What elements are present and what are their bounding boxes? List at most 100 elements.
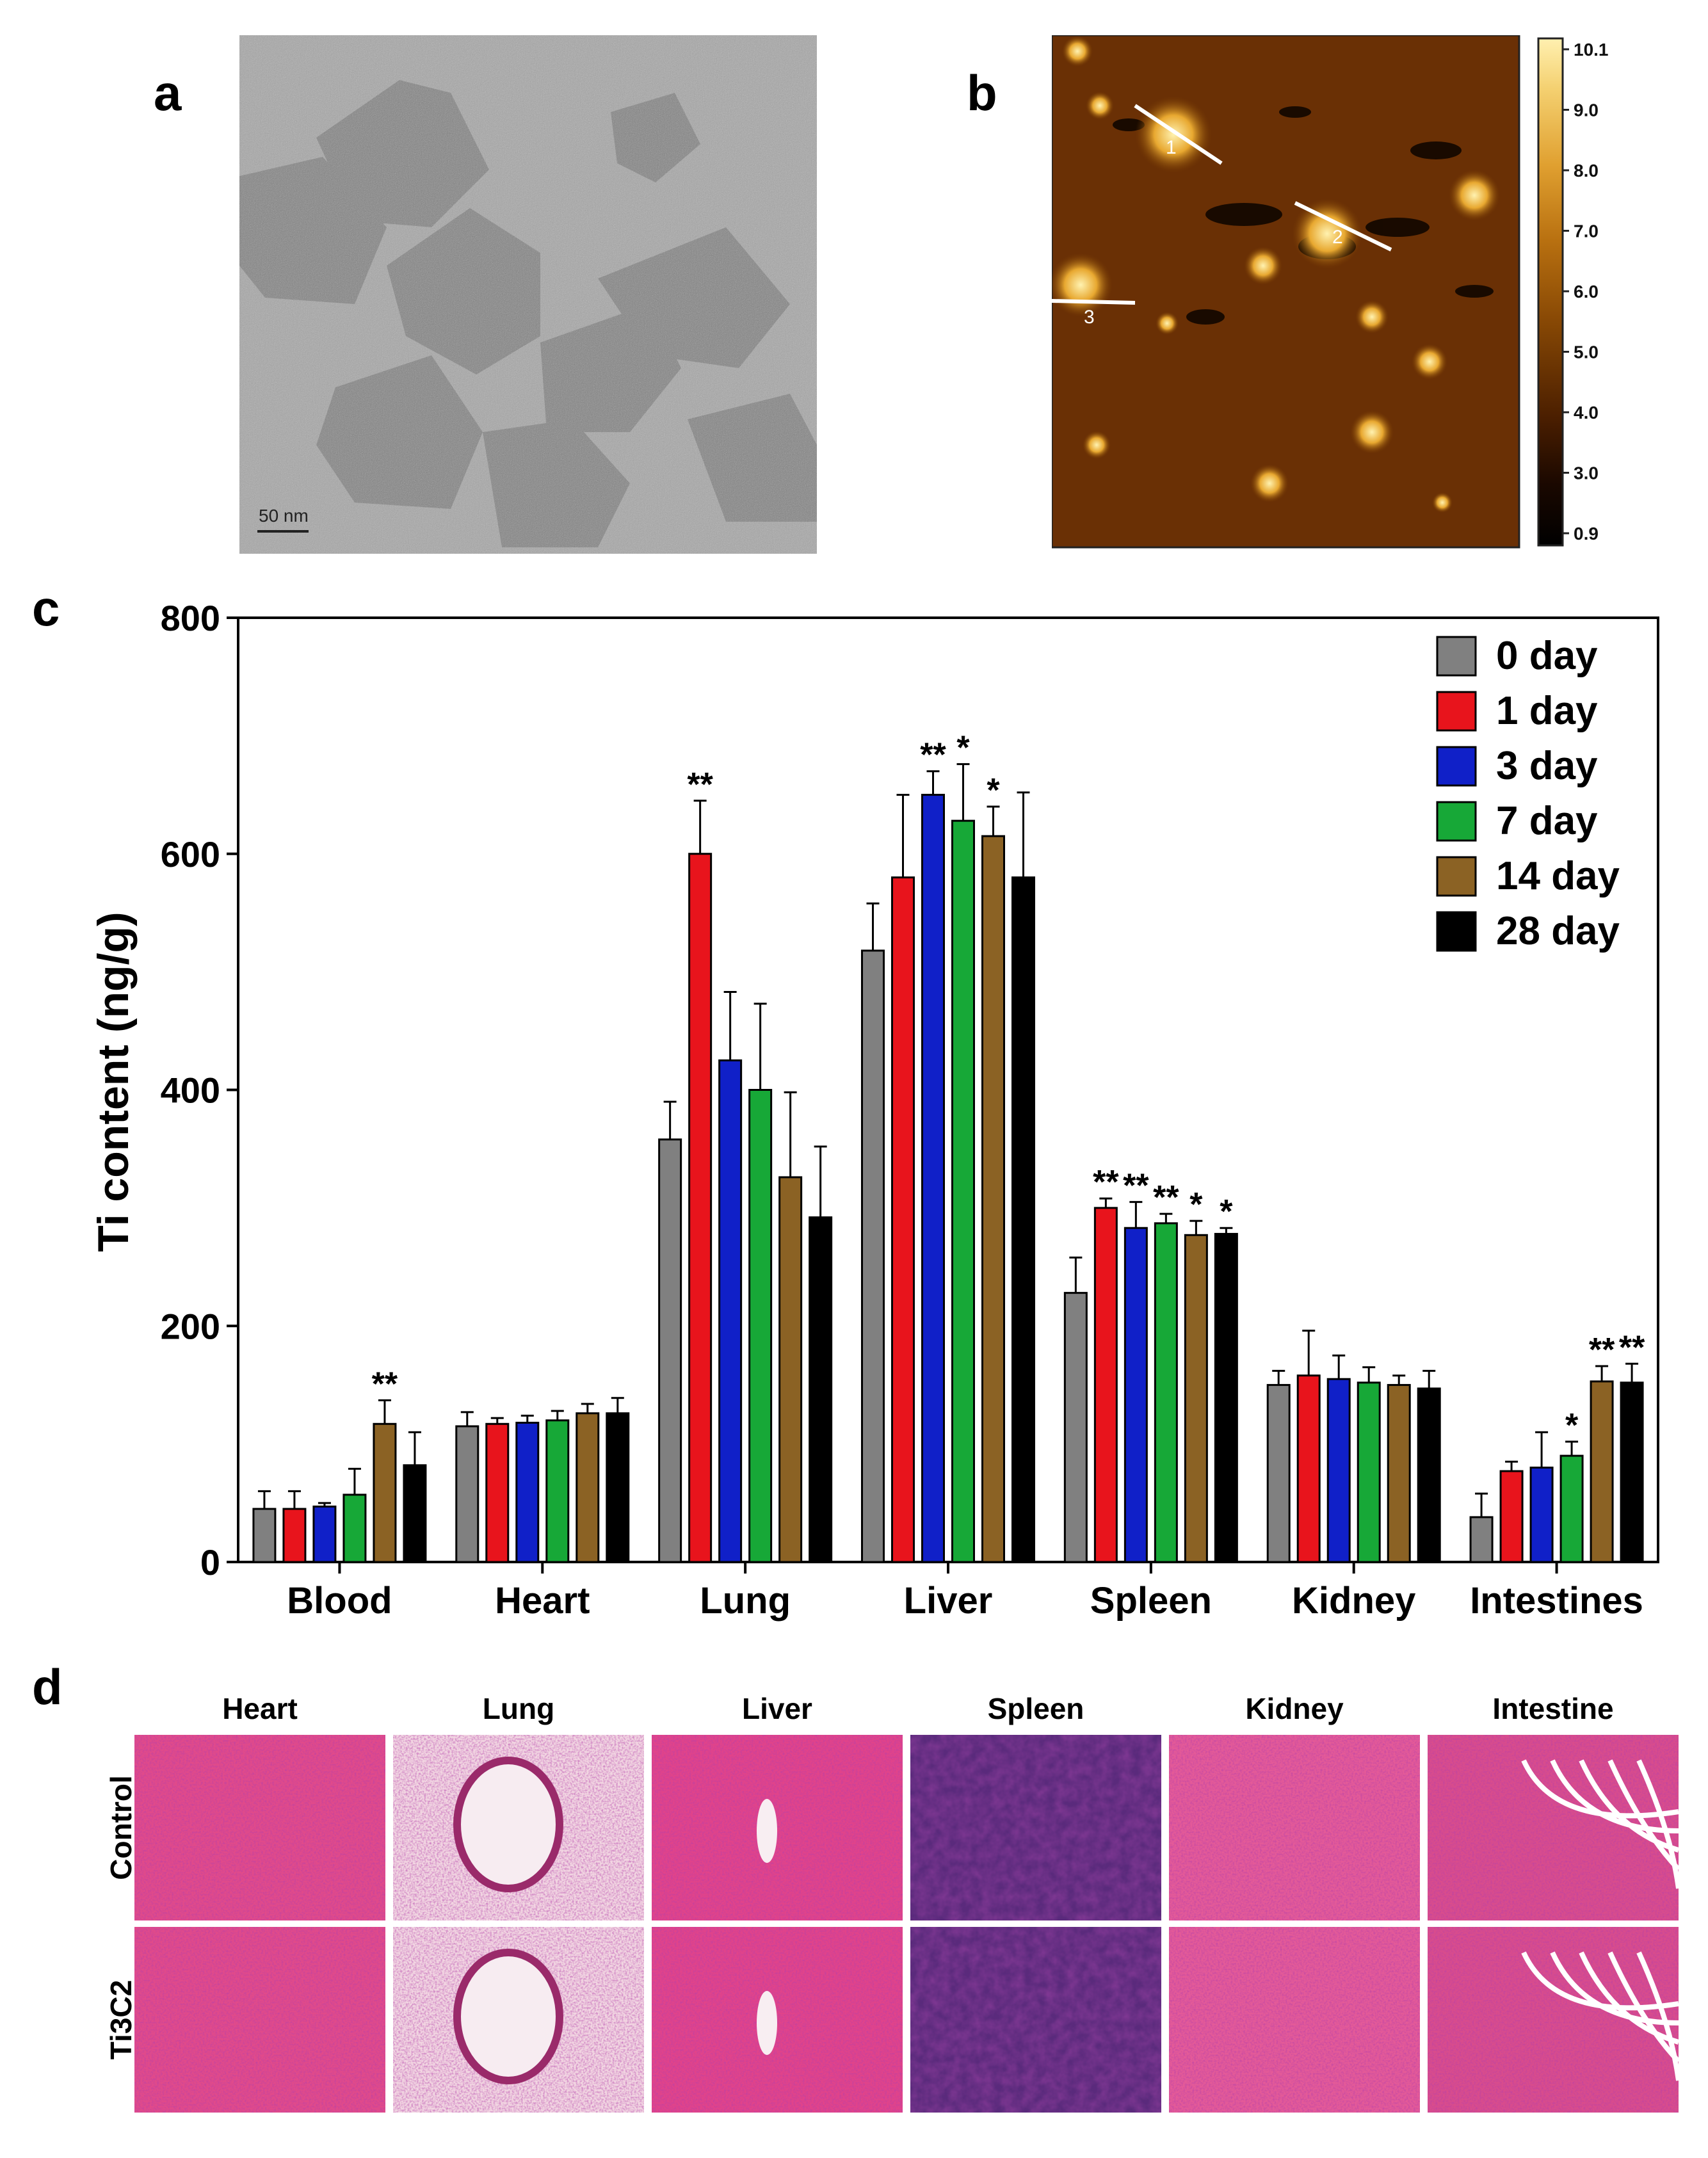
chart-axes: 0 200 400 600 800 Blood Heart Lung Liver Spleen Ki… [161,598,1659,1622]
significance-marker: ** [920,737,946,774]
x-tick-label: Intestines [1470,1580,1643,1622]
legend-swatch [1436,691,1477,732]
airway [453,1949,563,2084]
significance-marker: * [1565,1407,1579,1444]
bar [891,876,915,1563]
significance-marker: * [956,730,970,767]
legend-swatch [1436,636,1477,677]
bar [1387,1383,1411,1563]
legend-label: 1 day [1496,689,1598,733]
bar [606,1412,630,1563]
bar [658,1138,682,1563]
scale-bar-label: 50 nm [259,506,309,526]
x-tick-label: Spleen [1090,1580,1212,1622]
significance-marker: ** [1153,1179,1179,1216]
significance-marker: * [987,772,1000,809]
bar [809,1216,833,1563]
colorbar-tick-label: 6.0 [1574,282,1599,302]
colorbar-tick-label: 10.1 [1574,40,1609,60]
villus [1579,1759,1680,1853]
bar [1296,1374,1321,1563]
ti-content-bar-chart: 0 200 400 600 800 Blood Heart Lung Liver Spleen Ki… [89,598,1659,1622]
legend-label: 7 day [1496,799,1598,843]
central-vein [757,1799,777,1863]
legend-swatch [1436,856,1477,897]
bar [342,1494,367,1563]
bar [688,853,713,1563]
significance-marker: ** [1093,1164,1119,1201]
legend-label: 3 day [1496,744,1598,788]
y-tick-label: 400 [161,1070,220,1111]
histology-row-label: Ti3C2 [104,1980,138,2059]
afm-marker-2: 2 [1332,227,1343,248]
histology-texture [910,1735,1161,1920]
afm-marker-3: 3 [1084,307,1095,328]
villus [1550,1759,1679,1833]
histology-texture [1169,1735,1420,1920]
bar [861,949,885,1563]
bar [1184,1234,1208,1563]
bar [778,1176,803,1563]
panel-label-a: a [154,65,182,121]
significance-marker: ** [372,1365,398,1403]
bar [1093,1207,1118,1563]
legend-label: 14 day [1496,854,1620,898]
panel-label-c: c [32,580,60,636]
histology-row-labels: Control Ti3C2 [104,1775,138,2059]
y-tick-label: 200 [161,1306,220,1346]
histology-texture [1169,1927,1420,2113]
bar [576,1412,600,1563]
villus [1607,1951,1680,2063]
villus [1521,1951,1679,2011]
histology-texture [134,1735,385,1920]
bar [485,1422,510,1563]
legend-swatch [1436,801,1477,842]
significance-marker: ** [1619,1329,1645,1366]
villus [1550,1951,1679,2025]
histology-column-labels: Heart Lung Liver Spleen Kidney Intestine [222,1692,1613,1725]
chart-legend: 0 day 1 day 3 day 7 day 14 day 28 day [1436,634,1620,953]
central-vein [757,1991,777,2055]
bar [1266,1383,1291,1563]
bar [951,819,975,1563]
bar [282,1508,307,1563]
histology-column-label: Heart [222,1692,298,1725]
bar [1469,1516,1494,1563]
afm-image: 1 2 3 10.1 9.0 8.0 7.0 6.0 5.0 4.0 3.0 0.9 [1052,35,1609,549]
colorbar-tick-label: 5.0 [1574,342,1599,362]
afm-profile-lines [1052,104,1392,305]
bar [1214,1232,1238,1563]
bar [403,1464,427,1563]
colorbar-ticks: 10.1 9.0 8.0 7.0 6.0 5.0 4.0 3.0 0.9 [1563,40,1609,544]
chart-bars: ****** **** ** ** * **** ** [252,730,1645,1563]
x-tick-label: Liver [904,1580,993,1622]
bar [312,1505,337,1563]
histology-column-label: Liver [742,1692,812,1725]
histology-column-label: Kidney [1245,1692,1344,1725]
significance-marker: ** [687,766,713,803]
colorbar-tick-label: 3.0 [1574,463,1599,483]
legend-swatch [1436,746,1477,787]
tem-image: 50 nm [239,35,817,554]
histology-tiles [134,1735,1681,2113]
bar [1620,1381,1644,1563]
bar [921,794,945,1563]
histology-column-label: Spleen [988,1692,1084,1725]
colorbar-tick-label: 8.0 [1574,161,1599,181]
bar [748,1089,773,1563]
bar [1499,1470,1524,1563]
x-tick-label: Blood [287,1580,392,1622]
significance-marker: * [1220,1193,1233,1230]
bar [252,1508,277,1563]
y-tick-label: 800 [161,598,220,638]
bar [1154,1222,1178,1563]
legend-label: 28 day [1496,909,1620,953]
legend-swatch [1436,911,1477,952]
bar [1326,1378,1351,1563]
villus [1636,1951,1681,2081]
villus [1579,1951,1680,2045]
bar [455,1425,479,1563]
panel-label-d: d [32,1659,63,1715]
legend-label: 0 day [1496,634,1598,678]
x-tick-label: Kidney [1292,1580,1415,1622]
